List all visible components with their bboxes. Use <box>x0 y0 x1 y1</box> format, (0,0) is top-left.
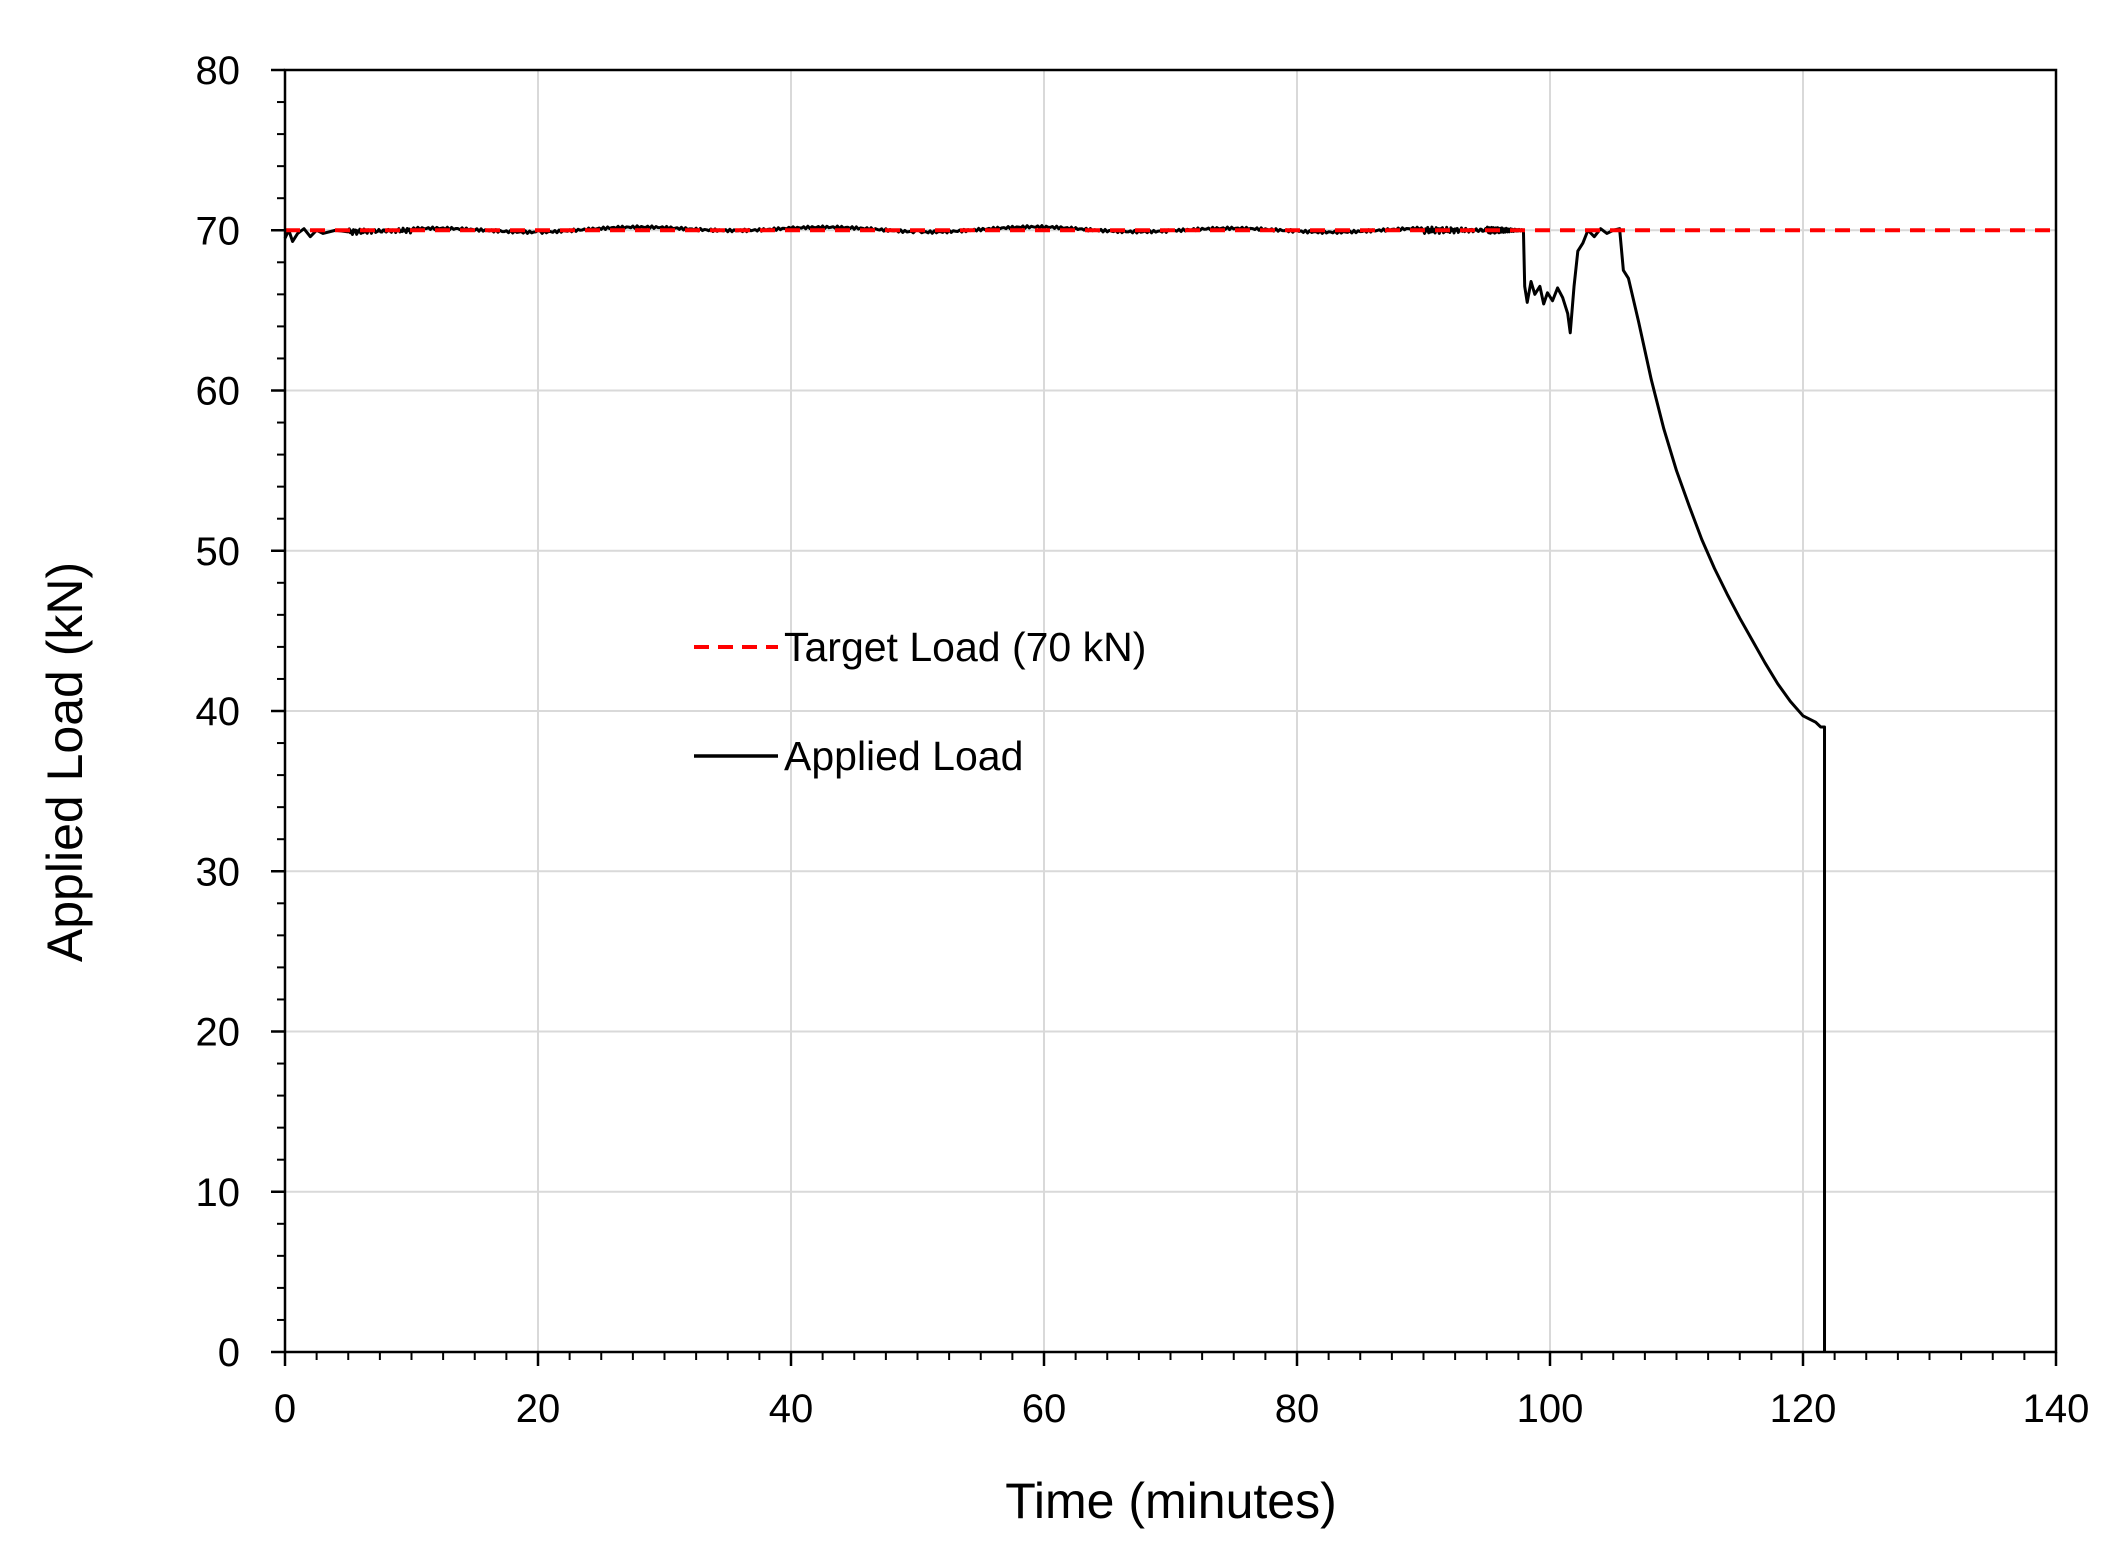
x-tick-label: 40 <box>769 1387 814 1431</box>
x-tick-label: 0 <box>274 1387 296 1431</box>
y-tick-labels: 0 10 20 30 40 50 60 70 80 <box>196 49 241 1375</box>
y-tick-label: 0 <box>218 1331 240 1375</box>
legend-target-label: Target Load (70 kN) <box>784 624 1146 670</box>
x-tick-label: 80 <box>1275 1387 1320 1431</box>
x-tick-label: 100 <box>1517 1387 1584 1431</box>
y-tick-label: 10 <box>196 1171 241 1215</box>
y-tick-label: 60 <box>196 370 241 414</box>
y-tick-label: 70 <box>196 209 241 253</box>
major-ticks <box>271 68 2058 1366</box>
series-layer <box>283 224 2056 1352</box>
x-tick-labels: 0 20 40 60 80 100 120 140 <box>274 1387 2090 1431</box>
x-tick-label: 20 <box>516 1387 561 1431</box>
y-tick-label: 50 <box>196 530 241 574</box>
plot-frame <box>283 68 2058 1354</box>
legend-applied-label: Applied Load <box>784 733 1023 779</box>
x-axis-title: Time (minutes) <box>1005 1473 1337 1529</box>
x-tick-label: 120 <box>1770 1387 1837 1431</box>
x-tick-label: 140 <box>2023 1387 2090 1431</box>
y-tick-label: 80 <box>196 49 241 93</box>
x-tick-label: 60 <box>1022 1387 1067 1431</box>
legend: Target Load (70 kN) Applied Load <box>694 624 1146 779</box>
y-axis-title: Applied Load (kN) <box>37 562 93 962</box>
y-tick-label: 30 <box>196 850 241 894</box>
y-tick-label: 20 <box>196 1011 241 1055</box>
y-tick-label: 40 <box>196 690 241 734</box>
